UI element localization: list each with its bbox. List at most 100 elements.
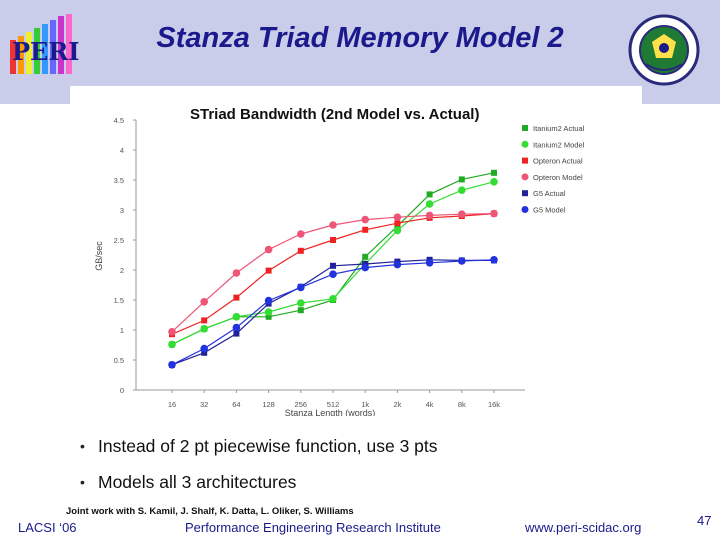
data-point	[330, 262, 336, 269]
y-axis-label: GB/sec	[94, 241, 104, 271]
data-point	[425, 211, 434, 220]
slide-footer: LACSI ‘06 Performance Engineering Resear…	[0, 513, 720, 540]
data-point	[168, 328, 176, 336]
data-point	[393, 226, 402, 235]
data-point	[458, 186, 466, 194]
footer-institute: Performance Engineering Research Institu…	[185, 520, 441, 535]
legend-marker	[522, 125, 528, 131]
y-tick-label: 0	[120, 386, 124, 395]
data-point	[330, 237, 336, 243]
footer-conference: LACSI ‘06	[18, 520, 77, 535]
y-tick-label: 3.5	[114, 176, 124, 185]
data-point	[361, 263, 370, 272]
y-tick-label: 1.5	[114, 296, 124, 305]
data-point	[297, 299, 305, 307]
legend-marker	[522, 157, 528, 164]
slide-title: Stanza Triad Memory Model 2	[156, 22, 564, 54]
data-point	[200, 298, 208, 306]
data-point	[490, 256, 498, 264]
data-point	[232, 269, 241, 277]
data-point	[491, 169, 497, 176]
y-tick-label: 3	[120, 206, 124, 215]
bullet-dot-icon: •	[80, 474, 85, 490]
x-tick-label: 16k	[488, 400, 500, 409]
data-point	[329, 270, 337, 278]
data-point	[329, 295, 337, 303]
data-point	[297, 230, 305, 238]
data-point	[201, 349, 208, 356]
data-point	[361, 215, 370, 224]
stanza-triad-chart: STriad Bandwidth (2nd Model vs. Actual) 0…	[94, 106, 585, 418]
x-tick-label: 4k	[426, 400, 434, 409]
data-point	[232, 323, 241, 332]
bullet-item: • Instead of 2 pt piecewise function, us…	[80, 428, 680, 464]
data-point	[264, 296, 273, 305]
doe-seal-icon	[628, 14, 700, 86]
joint-work-note: Joint work with S. Kamil, J. Shalf, K. D…	[66, 506, 354, 517]
y-tick-label: 0.5	[114, 356, 124, 365]
data-point	[425, 259, 434, 267]
peri-logo-icon: PERI	[10, 14, 80, 74]
legend-label: Itanium2 Actual	[533, 124, 585, 133]
x-tick-label: 2k	[393, 400, 401, 409]
data-point	[232, 313, 241, 321]
data-point	[264, 308, 273, 316]
legend-marker	[521, 173, 529, 181]
data-point	[200, 344, 208, 353]
data-point	[425, 200, 434, 208]
x-tick-label: 256	[295, 400, 308, 409]
data-point	[233, 294, 240, 301]
data-point	[426, 191, 433, 198]
data-point	[168, 361, 176, 369]
data-point	[393, 260, 402, 269]
data-point	[264, 245, 273, 254]
data-point	[233, 330, 240, 337]
data-point	[297, 283, 305, 292]
data-point	[168, 340, 176, 349]
data-point	[265, 313, 272, 320]
y-tick-label: 4	[120, 146, 124, 155]
x-tick-label: 64	[232, 400, 240, 409]
data-point	[265, 267, 272, 274]
data-point	[329, 221, 337, 229]
legend-label: Opteron Model	[533, 173, 583, 182]
legend-label: G5 Model	[533, 206, 566, 215]
legend-marker	[522, 190, 528, 197]
x-tick-label: 16	[168, 400, 176, 409]
bullet-text: Instead of 2 pt piecewise function, use …	[98, 435, 438, 456]
data-point	[201, 317, 208, 324]
legend-label: Itanium2 Model	[533, 140, 585, 149]
x-axis-label: Stanza Length (words)	[285, 408, 376, 416]
data-point	[490, 209, 498, 218]
data-point	[458, 210, 466, 218]
data-point	[458, 176, 465, 183]
legend-marker	[521, 206, 529, 213]
data-point	[362, 226, 369, 233]
series-line	[171, 172, 495, 345]
data-point	[297, 247, 304, 254]
x-tick-label: 8k	[458, 400, 466, 409]
data-point	[458, 257, 466, 265]
y-tick-label: 1	[120, 326, 124, 335]
data-point	[362, 253, 369, 260]
x-tick-label: 1k	[361, 400, 369, 409]
data-point	[297, 307, 304, 314]
bullet-dot-icon: •	[80, 438, 85, 454]
chart-title: STriad Bandwidth (2nd Model vs. Actual)	[190, 106, 479, 123]
data-point	[490, 178, 498, 186]
y-tick-label: 2	[120, 266, 124, 275]
bullet-item: • Models all 3 architectures	[80, 464, 680, 500]
bullet-text: Models all 3 architectures	[98, 471, 297, 492]
x-tick-label: 32	[200, 400, 208, 409]
y-tick-label: 2.5	[114, 236, 124, 245]
footer-url: www.peri-scidac.org	[525, 520, 642, 535]
data-point	[200, 325, 208, 333]
peri-logo-text: PERI	[12, 37, 80, 66]
data-point	[394, 220, 401, 227]
page-number: 47	[697, 513, 712, 528]
data-point	[393, 213, 402, 221]
chart-panel: STriad Bandwidth (2nd Model vs. Actual) 0…	[70, 86, 642, 418]
legend-marker	[521, 140, 529, 148]
y-tick-label: 4.5	[114, 116, 124, 125]
